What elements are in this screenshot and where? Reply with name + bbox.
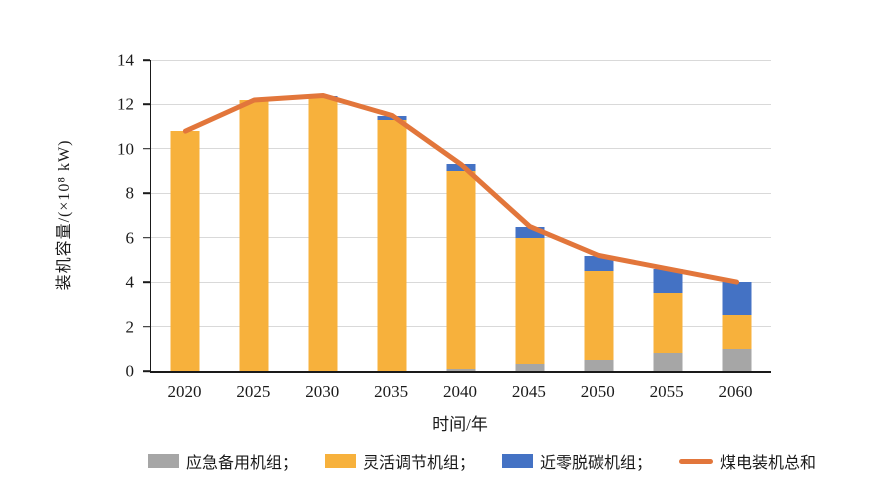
legend-item-coal-total: 煤电装机总和 <box>679 449 816 473</box>
x-tick-label: 2020 <box>167 382 202 401</box>
y-tick-label: 6 <box>125 228 135 248</box>
bar-segment-2045 <box>515 226 545 238</box>
y-tick-mark <box>143 59 150 61</box>
x-tick-label: 2025 <box>236 382 271 401</box>
legend-label: 煤电装机总和 <box>720 455 817 472</box>
y-tick-label: 14 <box>117 50 134 70</box>
bar-segment-2050 <box>584 359 614 371</box>
y-tick-mark <box>143 370 150 372</box>
gray-rect-swatch-icon <box>148 454 179 468</box>
yellow-rect-swatch-icon <box>325 454 357 468</box>
plot-area <box>150 59 771 373</box>
bar-segment-2045 <box>515 364 545 371</box>
x-tick-label: 2060 <box>718 382 753 401</box>
bar-segment-2060 <box>722 348 752 371</box>
bar-segment-2035 <box>377 119 407 371</box>
y-tick-label: 0 <box>125 361 135 381</box>
y-axis: 0 2 4 6 8 10 12 14 <box>0 52 150 380</box>
coal-total-line <box>182 93 740 285</box>
bar-segment-2030 <box>308 97 338 371</box>
y-tick-label: 2 <box>125 317 135 337</box>
y-tick-mark <box>143 148 150 150</box>
x-tick-label: 2035 <box>374 382 409 401</box>
y-tick-mark <box>143 103 150 106</box>
total-line-layer <box>182 93 740 285</box>
bar-segment-2055 <box>653 353 683 371</box>
x-tick-label: 2050 <box>580 382 615 401</box>
bar-segment-2020 <box>170 131 200 371</box>
gridline <box>151 148 771 150</box>
legend-label: 灵活调节机组； <box>363 455 476 472</box>
y-tick-mark <box>143 325 150 328</box>
legend: 应急备用机组； 灵活调节机组； 近零脱碳机组； 煤电装机总和 <box>148 446 828 476</box>
y-tick-label: 12 <box>117 94 134 114</box>
bar-segment-2025 <box>239 100 269 371</box>
bar-segment-2045 <box>515 237 545 365</box>
legend-label: 应急备用机组； <box>186 455 299 472</box>
x-axis-title: 时间/年 <box>432 415 488 434</box>
orange-line-swatch-icon <box>679 458 714 464</box>
y-tick-mark <box>143 236 150 239</box>
legend-item-emergency-backup: 应急备用机组； <box>148 449 298 473</box>
bar-segment-2050 <box>584 271 614 360</box>
legend-label: 近零脱碳机组； <box>540 455 653 472</box>
bar-segment-2060 <box>722 282 752 316</box>
gridline <box>151 103 771 105</box>
blue-rect-swatch-icon <box>502 454 534 468</box>
bar-segment-2040 <box>446 368 476 371</box>
y-tick-label: 8 <box>125 183 135 203</box>
y-tick-mark <box>143 192 150 195</box>
y-tick-mark <box>143 281 150 283</box>
x-tick-label: 2040 <box>443 382 477 401</box>
x-tick-label: 2045 <box>511 382 546 401</box>
bar-segment-2040 <box>446 171 476 369</box>
legend-item-flexible-regulation: 灵活调节机组； <box>325 449 475 473</box>
y-tick-label: 4 <box>125 272 135 292</box>
gridline <box>151 59 771 61</box>
y-tick-label: 10 <box>117 139 134 159</box>
legend-item-near-zero-decarbon: 近零脱碳机组； <box>502 449 652 473</box>
bar-segment-2060 <box>722 315 752 349</box>
bar-segment-2055 <box>653 293 683 354</box>
x-axis: 2020 2025 2030 2035 2040 2045 2050 2055 2060 <box>150 373 770 403</box>
x-tick-label: 2030 <box>305 382 340 401</box>
x-tick-label: 2055 <box>649 382 684 401</box>
